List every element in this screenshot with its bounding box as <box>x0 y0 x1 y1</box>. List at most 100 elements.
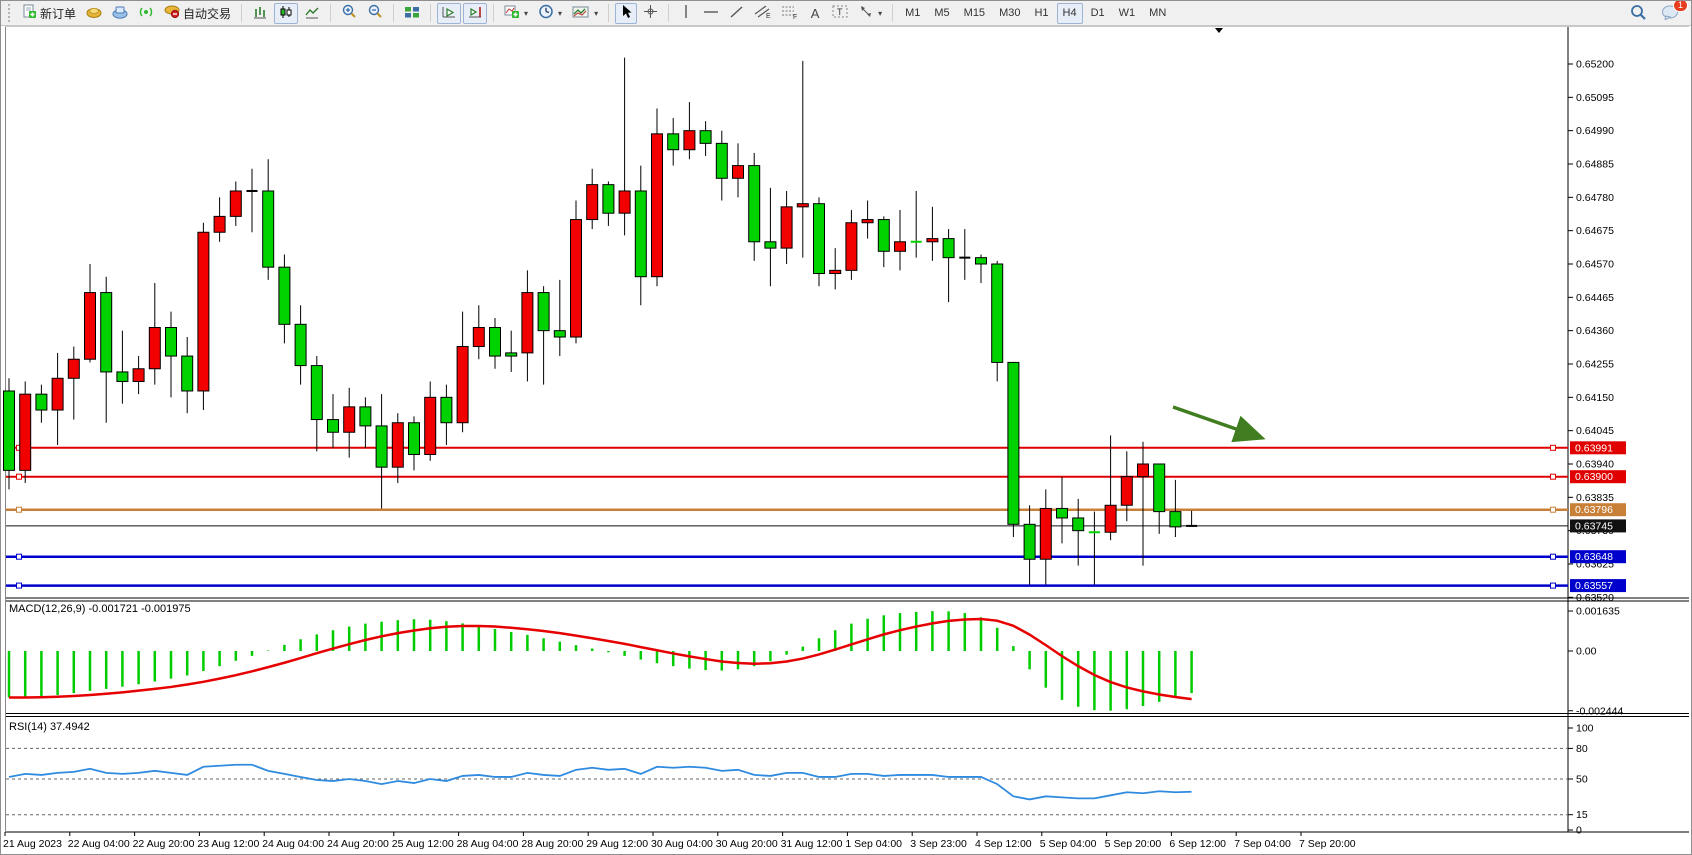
arrows-caret-icon: ▾ <box>878 8 883 18</box>
line-handle <box>16 553 22 560</box>
timeframe-m15-button[interactable]: M15 <box>963 7 986 19</box>
candle-body <box>651 133 663 278</box>
timeframe-mn-button[interactable]: MN <box>1149 7 1167 19</box>
time-axis-label: 1 Sep 04:00 <box>845 838 902 850</box>
price-axis-label: 0.64780 <box>1576 192 1614 204</box>
vertical-line-tool-button[interactable] <box>675 3 697 24</box>
channel-tool-button[interactable]: E <box>750 3 775 24</box>
candle-body <box>634 190 647 278</box>
trendline-tool-button[interactable] <box>725 3 748 24</box>
periods-button[interactable]: ▾ <box>534 3 566 24</box>
bar-chart-button[interactable] <box>248 3 272 24</box>
candle-body <box>748 165 761 243</box>
timeframe-w1-button[interactable]: W1 <box>1118 7 1136 19</box>
candle-body <box>796 203 809 208</box>
time-axis-label: 7 Sep 20:00 <box>1299 838 1356 850</box>
price-axis-label: 0.63835 <box>1576 492 1614 504</box>
chart-shift-button[interactable] <box>463 2 488 24</box>
search-button[interactable] <box>1626 3 1651 24</box>
timeframe-m1-button[interactable]: M1 <box>905 7 921 19</box>
line-chart-icon <box>304 5 320 22</box>
new-order-label: 新订单 <box>40 6 77 21</box>
candle-body <box>19 393 32 471</box>
fibonacci-tool-button[interactable]: F <box>777 3 802 24</box>
templates-icon <box>572 5 590 22</box>
periods-caret-icon: ▾ <box>558 8 563 18</box>
crosshair-tool-button[interactable] <box>639 3 662 24</box>
indicators-button[interactable]: ▾ <box>500 3 532 24</box>
zoom-out-button[interactable] <box>363 3 387 24</box>
signals-icon <box>138 5 154 22</box>
trendline-icon <box>729 5 744 22</box>
candle-body <box>667 133 680 151</box>
zoom-in-button[interactable] <box>337 3 361 24</box>
cursor-tool-button[interactable] <box>615 2 638 24</box>
chat-unread-badge: 1 <box>1672 1 1688 12</box>
text-label-tool-button[interactable]: T <box>828 3 852 24</box>
vertical-line-icon <box>681 4 691 22</box>
charts-button[interactable] <box>82 3 106 24</box>
autotrade-button[interactable]: 自动交易 <box>160 3 235 24</box>
chat-button[interactable]: 1 <box>1657 1 1688 24</box>
time-axis-label: 28 Aug 04:00 <box>457 838 519 850</box>
price-tag-box <box>1570 550 1626 564</box>
candle-body <box>602 184 615 214</box>
auto-scroll-icon <box>441 5 457 22</box>
candle-body <box>1039 507 1052 560</box>
timeframe-d1-button[interactable]: D1 <box>1090 7 1105 19</box>
line-handle <box>16 506 22 513</box>
time-axis-label: 30 Aug 20:00 <box>716 838 778 850</box>
price-tag-label: 0.63991 <box>1575 442 1613 454</box>
rsi-indicator-label: RSI(14) 37.4942 <box>9 721 90 733</box>
market-watch-button[interactable] <box>108 3 132 24</box>
timeframe-h4-button[interactable]: H4 <box>1056 2 1083 24</box>
candle-body <box>51 377 64 411</box>
text-tool-button[interactable]: A <box>804 3 826 24</box>
price-tag-box <box>1570 441 1626 455</box>
candle-body <box>3 390 15 471</box>
tile-windows-button[interactable] <box>400 3 424 24</box>
auto-scroll-button[interactable] <box>437 2 462 24</box>
svg-text:T: T <box>837 7 843 17</box>
chart-profile-icon <box>86 5 102 22</box>
signals-button[interactable] <box>134 3 158 24</box>
toolbar-separator <box>241 4 243 22</box>
trend-arrow-annotation <box>1172 405 1266 443</box>
toolbar-grip <box>8 4 13 22</box>
rsi-axis-label: 50 <box>1576 774 1588 786</box>
macd-axis-label: -0.002444 <box>1576 705 1623 717</box>
price-axis-label: 0.64255 <box>1576 358 1614 370</box>
candle-body <box>132 368 145 382</box>
line-handle <box>1550 473 1556 480</box>
candle-body <box>148 326 161 370</box>
candle-body <box>521 292 534 354</box>
candle-body <box>715 142 728 179</box>
candle-body <box>1153 463 1166 513</box>
rsi-line <box>8 763 1192 801</box>
candle-body <box>586 184 599 221</box>
new-order-button[interactable]: 新订单 <box>18 3 80 24</box>
timeframe-m5-button[interactable]: M5 <box>934 7 950 19</box>
templates-button[interactable]: ▾ <box>568 3 602 24</box>
candle-body <box>1072 517 1085 532</box>
time-axis-label: 23 Aug 12:00 <box>197 838 259 850</box>
arrows-tool-button[interactable]: ▾ <box>854 3 886 24</box>
price-tag-label: 0.63648 <box>1575 551 1613 563</box>
candlestick-chart-icon <box>278 5 294 22</box>
candle-body <box>343 406 356 433</box>
candle-body <box>67 358 80 379</box>
horizontal-line-tool-button[interactable] <box>699 3 723 24</box>
timeframe-m30-button[interactable]: M30 <box>999 7 1021 19</box>
macd-axis-label: 0.00 <box>1576 646 1597 658</box>
price-axis-label: 0.64360 <box>1576 325 1614 337</box>
candle-body <box>829 269 842 275</box>
price-axis-label: 0.65095 <box>1576 92 1614 104</box>
equidistant-channel-icon: E <box>754 4 771 22</box>
timeframe-h1-button[interactable]: H1 <box>1034 7 1049 19</box>
line-chart-button[interactable] <box>300 3 324 24</box>
macd-values: -0.001721 -0.001975 <box>88 603 191 615</box>
candlestick-chart-button[interactable] <box>274 2 299 24</box>
toolbar-separator <box>608 4 610 22</box>
candle-body <box>505 352 518 357</box>
